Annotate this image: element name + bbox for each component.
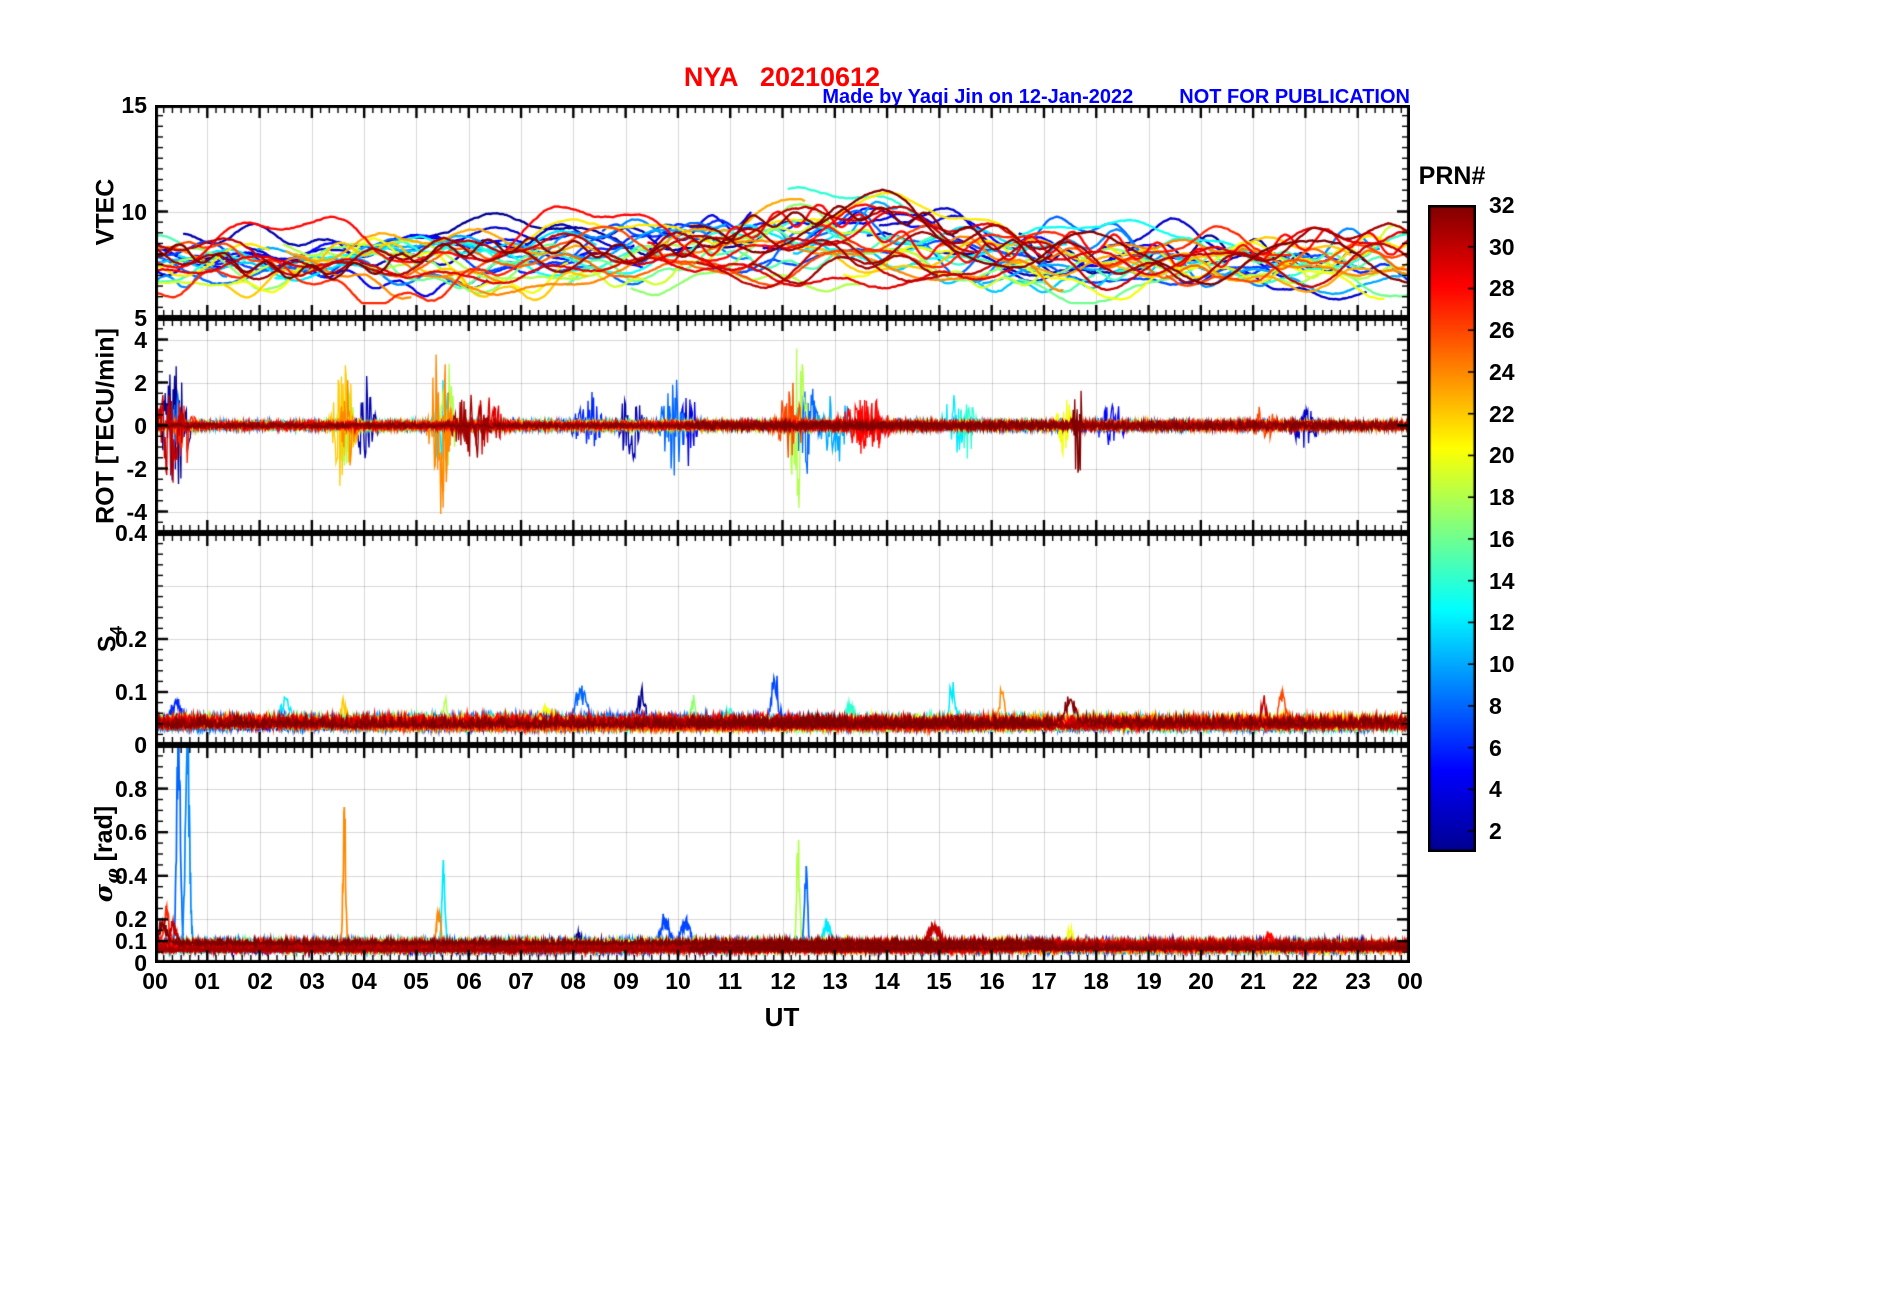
sigma-phi-panel-canvas (155, 745, 1410, 963)
colorbar-tick-label: 10 (1489, 651, 1515, 677)
colorbar-tick-label: 2 (1489, 818, 1502, 844)
x-tick-label: 21 (1240, 968, 1266, 994)
s4-ytick-label: 0.2 (115, 626, 147, 652)
x-tick-label: 17 (1031, 968, 1057, 994)
colorbar-tick-label: 6 (1489, 735, 1502, 761)
x-tick-label: 07 (508, 968, 534, 994)
publication-warning: NOT FOR PUBLICATION (1179, 86, 1410, 108)
colorbar-tick-label: 20 (1489, 442, 1515, 468)
colorbar-title: PRN# (1418, 162, 1486, 190)
colorbar-tick-label: 12 (1489, 609, 1515, 635)
x-tick-label: 06 (456, 968, 482, 994)
x-tick-label: 03 (299, 968, 325, 994)
x-axis-label: UT (764, 1002, 800, 1032)
s4-ytick-label: 0.1 (115, 679, 147, 705)
colorbar-tick-label: 22 (1489, 401, 1515, 427)
x-tick-label: 13 (822, 968, 848, 994)
x-tick-label: 15 (926, 968, 952, 994)
vtec-ytick-label: 10 (121, 199, 147, 225)
colorbar-tick-label: 14 (1489, 568, 1515, 594)
rot-ytick-label: 5 (134, 305, 147, 331)
plot-title: NYA 20210612 (683, 62, 881, 92)
rot-ytick-label: -4 (126, 499, 147, 525)
colorbar-tick-label: 18 (1489, 484, 1515, 510)
x-tick-label: 09 (613, 968, 639, 994)
credit-line: Made by Yaqi Jin on 12-Jan-2022 NOT FOR P… (822, 86, 1410, 109)
x-tick-label: 16 (979, 968, 1005, 994)
rot-ytick-label: -2 (126, 456, 147, 482)
colorbar-tick-label: 16 (1489, 526, 1515, 552)
x-tick-label: 22 (1292, 968, 1318, 994)
vtec-ytick-label: 15 (121, 92, 147, 118)
sigma_phi-ytick-label: 0.6 (115, 819, 147, 845)
credit-note: Made by Yaqi Jin on 12-Jan-2022 (822, 86, 1134, 108)
x-tick-label: 08 (560, 968, 586, 994)
x-tick-label: 14 (874, 968, 900, 994)
x-tick-label: 23 (1345, 968, 1371, 994)
colorbar-canvas (1428, 205, 1476, 852)
s4-ytick-label: 0 (134, 732, 147, 758)
rot-ytick-label: 2 (134, 370, 147, 396)
x-tick-label: 10 (665, 968, 691, 994)
x-tick-label: 12 (770, 968, 796, 994)
x-tick-label: 04 (351, 968, 377, 994)
x-tick-label: 20 (1188, 968, 1214, 994)
x-tick-label: 01 (194, 968, 220, 994)
sigma_phi-ytick-label: 0.1 (115, 928, 147, 954)
x-tick-label: 00 (142, 968, 168, 994)
x-tick-label: 19 (1136, 968, 1162, 994)
rot-ytick-label: 4 (134, 327, 147, 353)
rot-ytick-label: 0 (134, 413, 147, 439)
x-tick-label: 00 (1397, 968, 1423, 994)
x-tick-label: 05 (403, 968, 429, 994)
colorbar-tick-label: 8 (1489, 693, 1502, 719)
s4-panel-canvas (155, 533, 1410, 745)
sigma_phi-ytick-label: 0.4 (115, 863, 147, 889)
colorbar-tick-label: 24 (1489, 359, 1515, 385)
rot-panel-canvas (155, 318, 1410, 533)
sigma_phi-ytick-label: 0 (134, 950, 147, 976)
colorbar-tick-label: 4 (1489, 776, 1502, 802)
colorbar-tick-label: 28 (1489, 275, 1515, 301)
x-tick-label: 02 (247, 968, 273, 994)
x-tick-label: 18 (1083, 968, 1109, 994)
colorbar-tick-label: 26 (1489, 317, 1515, 343)
vtec-panel-canvas (155, 105, 1410, 318)
colorbar-tick-label: 32 (1489, 192, 1515, 218)
s4-ytick-label: 0.4 (115, 520, 147, 546)
colorbar-tick-label: 30 (1489, 234, 1515, 260)
sigma_phi-ytick-label: 0.8 (115, 776, 147, 802)
x-tick-label: 11 (717, 968, 743, 994)
sigma_phi-ytick-label: 0.2 (115, 906, 147, 932)
